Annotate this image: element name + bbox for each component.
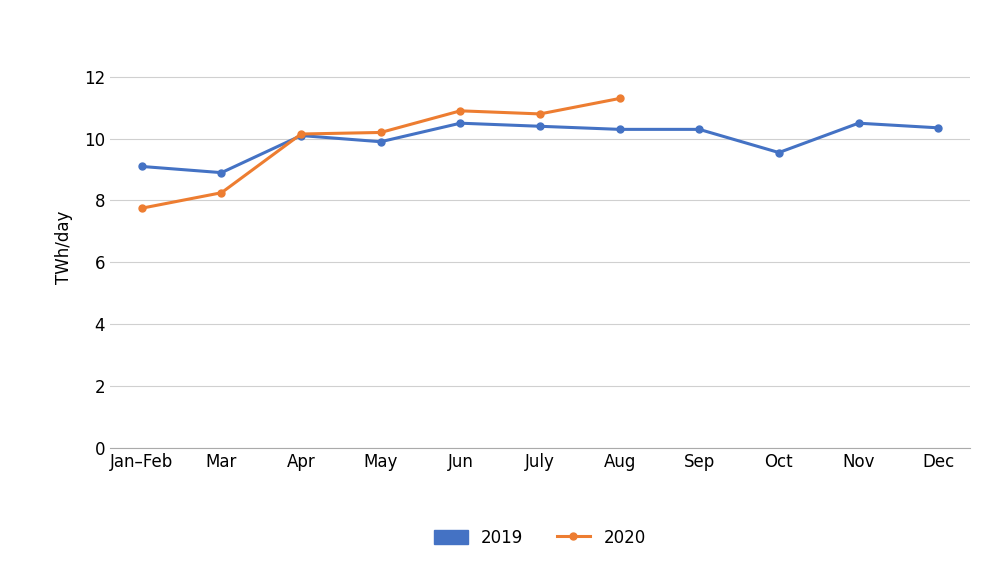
2019 (534, 123, 546, 130)
2019 (773, 149, 785, 156)
2020 (136, 205, 148, 212)
2020 (534, 110, 546, 117)
2020 (454, 107, 466, 114)
2020 (614, 95, 626, 102)
2019 (614, 126, 626, 133)
2020 (215, 189, 227, 196)
Line: 2019: 2019 (138, 120, 942, 176)
2019 (215, 169, 227, 176)
2019 (454, 120, 466, 127)
2019 (853, 120, 865, 127)
2020 (375, 129, 387, 136)
2019 (932, 125, 944, 131)
Line: 2020: 2020 (138, 95, 623, 212)
Legend: 2019, 2020: 2019, 2020 (426, 521, 654, 555)
2019 (375, 138, 387, 145)
2019 (693, 126, 705, 133)
2020 (295, 130, 307, 137)
2019 (136, 163, 148, 170)
Y-axis label: TWh/day: TWh/day (55, 210, 73, 284)
2019 (295, 132, 307, 139)
